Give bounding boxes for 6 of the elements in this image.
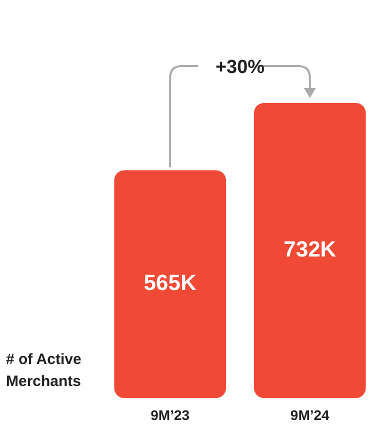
y-axis-title: # of Active Merchants: [6, 351, 82, 390]
x-tick-label: 9M’24: [290, 407, 330, 423]
text: +30%: [215, 57, 265, 78]
data-label: 732K: [284, 236, 336, 262]
data-label: 565K: [144, 270, 197, 295]
x-tick-label: 9M’23: [150, 407, 190, 423]
